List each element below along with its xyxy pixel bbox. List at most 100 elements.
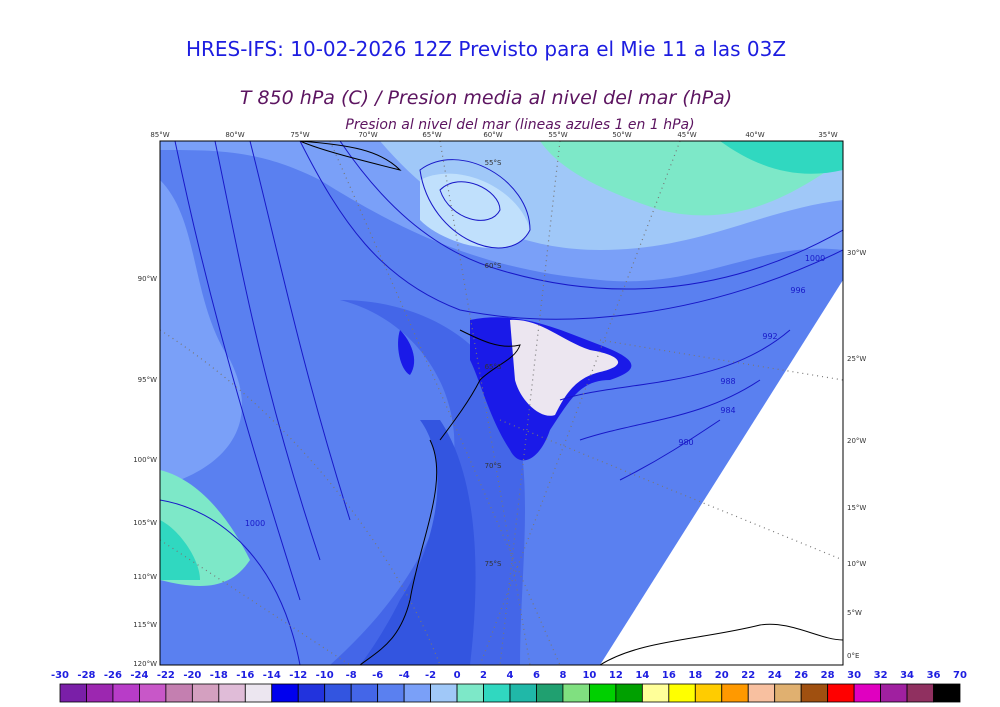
colorbar-label: -14 xyxy=(263,670,281,681)
colorbar-label: 12 xyxy=(609,670,623,681)
longitude-label: 75°W xyxy=(290,131,309,139)
longitude-label: 95°W xyxy=(138,376,157,384)
longitude-label: 5°W xyxy=(847,609,862,617)
colorbar-swatch xyxy=(589,683,617,703)
region xyxy=(360,420,476,665)
longitude-label: 10°W xyxy=(847,560,866,568)
longitude-label: 60°W xyxy=(483,131,502,139)
longitude-label: 35°W xyxy=(818,131,837,139)
colorbar-swatch xyxy=(747,683,776,703)
contour-label: 996 xyxy=(790,286,805,295)
colorbar-label: -30 xyxy=(51,670,69,681)
longitude-label: 30°W xyxy=(847,249,866,257)
subtitle: T 850 hPa (C) / Presion media al nivel d… xyxy=(240,87,732,109)
colorbar-swatch xyxy=(377,683,405,703)
colorbar-swatch xyxy=(906,683,934,703)
contour-label: 980 xyxy=(678,438,693,447)
colorbar-label: 36 xyxy=(927,670,941,681)
coast xyxy=(439,329,521,441)
colorbar-swatch xyxy=(191,683,220,703)
colorbar-swatch xyxy=(880,683,908,703)
colorbar-label: 24 xyxy=(768,670,782,681)
colorbar-swatch xyxy=(244,683,273,703)
colorbar-label: 6 xyxy=(533,670,540,681)
colorbar-swatch xyxy=(350,683,379,703)
region xyxy=(160,180,242,480)
region xyxy=(160,520,200,580)
colorbar-label: 20 xyxy=(715,670,729,681)
latitude-label: 55°S xyxy=(485,159,502,167)
longitude-label: 45°W xyxy=(677,131,696,139)
longitude-label: 120°W xyxy=(133,660,157,668)
colorbar-label: -8 xyxy=(346,670,357,681)
latitude-label: 60°S xyxy=(485,262,502,270)
colorbar: -30 -28 -26 -24 -22 -20 -18 -16 -14 -12 -10 -8 -6 -4-… xyxy=(51,670,967,703)
colorbar-swatch xyxy=(324,683,352,703)
colorbar-swatch xyxy=(456,683,484,703)
region xyxy=(510,319,619,416)
colorbar-label: 4 xyxy=(507,670,514,681)
region xyxy=(330,300,525,665)
colorbar-swatch xyxy=(271,683,299,703)
map-labels: 85°W 80°W 75°W 70°W 65°W 60°W 55°W 50°W 45°W 40°W… xyxy=(133,131,866,668)
contour-label: 984 xyxy=(720,406,735,415)
colorbar-label: -24 xyxy=(130,670,148,681)
contour-label: 1000 xyxy=(805,254,825,263)
colorbar-swatch xyxy=(483,683,511,703)
colorbar-swatch xyxy=(86,683,114,703)
colorbar-label: -20 xyxy=(183,670,201,681)
map xyxy=(159,140,844,666)
colorbar-swatch xyxy=(853,683,881,703)
colorbar-label: -16 xyxy=(236,670,254,681)
colorbar-label: 2 xyxy=(480,670,487,681)
coast xyxy=(299,141,402,171)
longitude-label: 110°W xyxy=(133,573,157,581)
longitude-label: 115°W xyxy=(133,621,157,629)
longitude-label: 105°W xyxy=(133,519,157,527)
colorbar-label: 16 xyxy=(662,670,676,681)
colorbar-label: 34 xyxy=(900,670,914,681)
longitude-label: 85°W xyxy=(150,131,169,139)
colorbar-swatch xyxy=(721,683,749,703)
colorbar-label: -10 xyxy=(316,670,334,681)
colorbar-swatch xyxy=(615,683,643,703)
colorbar-swatch xyxy=(112,683,140,703)
colorbar-swatch xyxy=(218,683,246,703)
colorbar-label: 10 xyxy=(582,670,596,681)
colorbar-label: -28 xyxy=(77,670,95,681)
longitude-label: 25°W xyxy=(847,355,866,363)
colorbar-swatch xyxy=(509,683,537,703)
longitude-label: 50°W xyxy=(612,131,631,139)
longitude-label: 15°W xyxy=(847,504,866,512)
coast xyxy=(599,623,843,665)
colorbar-label: 0 xyxy=(454,670,461,681)
colorbar-swatch xyxy=(403,683,431,703)
region xyxy=(398,330,415,375)
latitude-label: 65°S xyxy=(485,363,502,371)
colorbar-swatch xyxy=(641,683,670,703)
longitude-label: 90°W xyxy=(138,275,157,283)
longitude-label: 55°W xyxy=(548,131,567,139)
colorbar-label: 70 xyxy=(953,670,967,681)
colorbar-swatch xyxy=(139,683,167,703)
colorbar-swatch xyxy=(668,683,696,703)
colorbar-swatch xyxy=(297,683,326,703)
contour-label: 988 xyxy=(720,377,735,386)
region xyxy=(420,173,530,249)
colorbar-label: 30 xyxy=(847,670,861,681)
colorbar-label: 18 xyxy=(688,670,702,681)
colorbar-swatch xyxy=(694,683,723,703)
colorbar-swatch xyxy=(933,683,961,703)
title: HRES-IFS: 10-02-2026 12Z Previsto para e… xyxy=(186,37,786,61)
colorbar-swatch xyxy=(562,683,590,703)
note: Presion al nivel del mar (lineas azules … xyxy=(345,117,694,133)
longitude-label: 20°W xyxy=(847,437,866,445)
colorbar-swatch xyxy=(536,683,564,703)
map-frame xyxy=(159,140,844,666)
no-data xyxy=(600,280,843,665)
colorbar-label: -22 xyxy=(157,670,175,681)
colorbar-label: -12 xyxy=(289,670,307,681)
colorbar-label: 32 xyxy=(874,670,888,681)
colorbar-label: -18 xyxy=(210,670,228,681)
